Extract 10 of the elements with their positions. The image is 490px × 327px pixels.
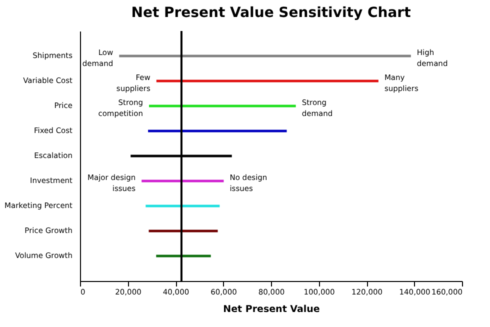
bar: [148, 130, 287, 132]
bar: [146, 204, 220, 208]
bar: [156, 80, 378, 82]
x-axis-title: Net Present Value: [223, 304, 320, 315]
bar: [156, 254, 211, 258]
bar: [142, 180, 224, 182]
chart-title: Net Present Value Sensitivity Chart: [131, 5, 412, 21]
bar: [148, 230, 218, 232]
bar: [119, 54, 411, 58]
bar: [149, 104, 296, 108]
